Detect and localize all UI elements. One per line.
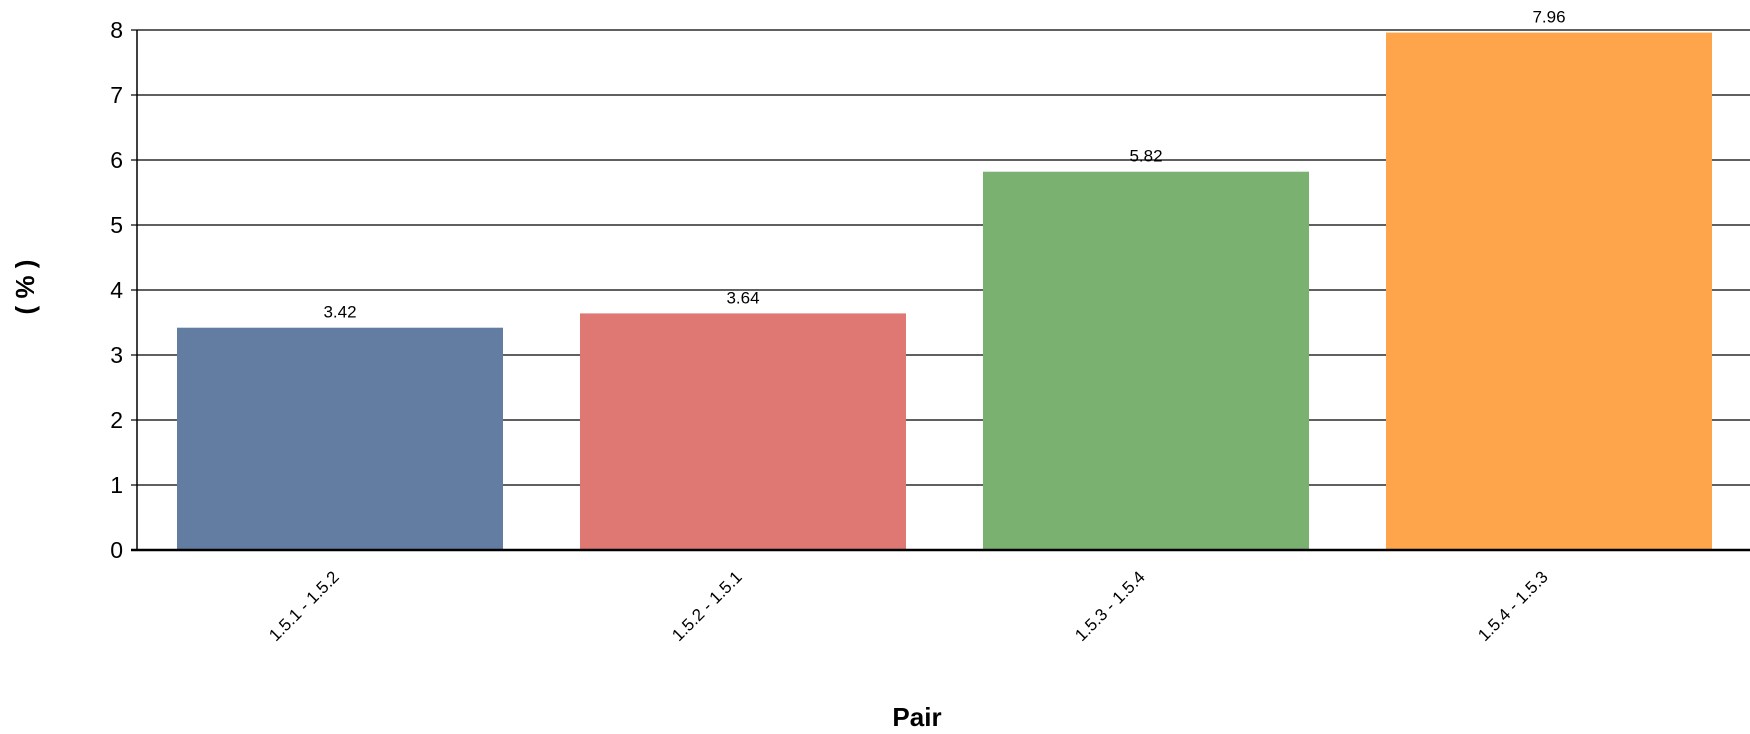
x-tick-label: 1.5.4 - 1.5.3 xyxy=(1474,567,1552,645)
data-label: 3.42 xyxy=(323,303,356,322)
bar xyxy=(580,313,906,550)
y-tick-label: 2 xyxy=(110,407,123,433)
y-tick-labels: 0 1 2 3 4 5 6 7 8 xyxy=(110,17,123,563)
y-axis-title: ( % ) xyxy=(10,260,40,315)
bar xyxy=(177,327,503,550)
y-tick-label: 1 xyxy=(110,472,123,498)
x-tick-label: 1.5.1 - 1.5.2 xyxy=(265,567,343,645)
x-tick-label: 1.5.3 - 1.5.4 xyxy=(1071,567,1149,645)
bar xyxy=(1386,32,1712,551)
y-tick-label: 7 xyxy=(110,82,123,108)
data-label: 3.64 xyxy=(726,288,759,307)
bars xyxy=(177,32,1712,551)
y-tick-label: 3 xyxy=(110,342,123,368)
y-tick-label: 0 xyxy=(110,537,123,563)
x-axis-title: Pair xyxy=(892,702,941,732)
x-tick-label: 1.5.2 - 1.5.1 xyxy=(668,567,746,645)
y-tick-label: 4 xyxy=(110,277,123,303)
bar xyxy=(983,171,1309,550)
data-label: 7.96 xyxy=(1532,8,1565,27)
y-tick-label: 6 xyxy=(110,147,123,173)
y-tick-label: 8 xyxy=(110,17,123,43)
data-label: 5.82 xyxy=(1129,147,1162,166)
x-tick-labels: 1.5.1 - 1.5.2 1.5.2 - 1.5.1 1.5.3 - 1.5.4 1… xyxy=(265,567,1552,645)
data-labels: 3.42 3.64 5.82 7.96 xyxy=(323,8,1565,322)
axes xyxy=(131,29,1750,552)
y-tick-label: 5 xyxy=(110,212,123,238)
